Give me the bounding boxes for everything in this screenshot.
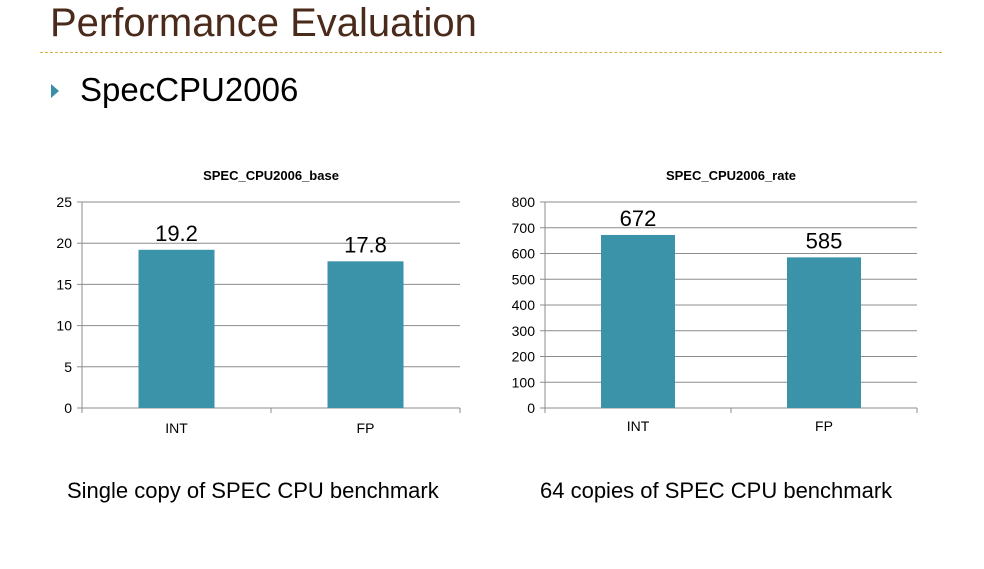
y-tick-label: 20 [56, 235, 72, 251]
data-label: 585 [806, 228, 843, 253]
y-tick-label: 15 [56, 276, 72, 292]
y-tick-label: 200 [512, 349, 536, 365]
y-tick-label: 5 [64, 359, 72, 375]
category-label: FP [357, 420, 375, 436]
title-divider [40, 52, 942, 53]
y-tick-label: 500 [512, 271, 536, 287]
y-tick-label: 600 [512, 246, 536, 262]
caption-64-copies: 64 copies of SPEC CPU benchmark [540, 478, 893, 503]
chart-title: SPEC_CPU2006_base [203, 168, 339, 183]
y-tick-label: 0 [64, 400, 72, 416]
bar-fp [787, 257, 861, 408]
slide-title: Performance Evaluation [50, 1, 477, 45]
bar-int [138, 249, 215, 408]
data-label: 19.2 [155, 221, 198, 246]
y-tick-label: 400 [512, 297, 536, 313]
y-tick-label: 300 [512, 323, 536, 339]
bullet-text: SpecCPU2006 [80, 71, 299, 108]
y-tick-label: 800 [512, 194, 536, 210]
y-tick-label: 10 [56, 318, 72, 334]
y-tick-label: 25 [56, 194, 72, 210]
bar-fp [327, 261, 404, 408]
category-label: INT [165, 420, 188, 436]
data-label: 17.8 [344, 232, 387, 257]
caption-single-copy: Single copy of SPEC CPU benchmark [67, 478, 439, 503]
triangle-bullet-icon [51, 84, 59, 98]
chart-title: SPEC_CPU2006_rate [666, 168, 796, 183]
data-label: 672 [620, 206, 657, 231]
y-tick-label: 0 [527, 400, 535, 416]
category-label: INT [627, 418, 650, 434]
bar-int [601, 234, 675, 408]
category-label: FP [815, 418, 833, 434]
y-tick-label: 700 [512, 220, 536, 236]
y-tick-label: 100 [512, 374, 536, 390]
